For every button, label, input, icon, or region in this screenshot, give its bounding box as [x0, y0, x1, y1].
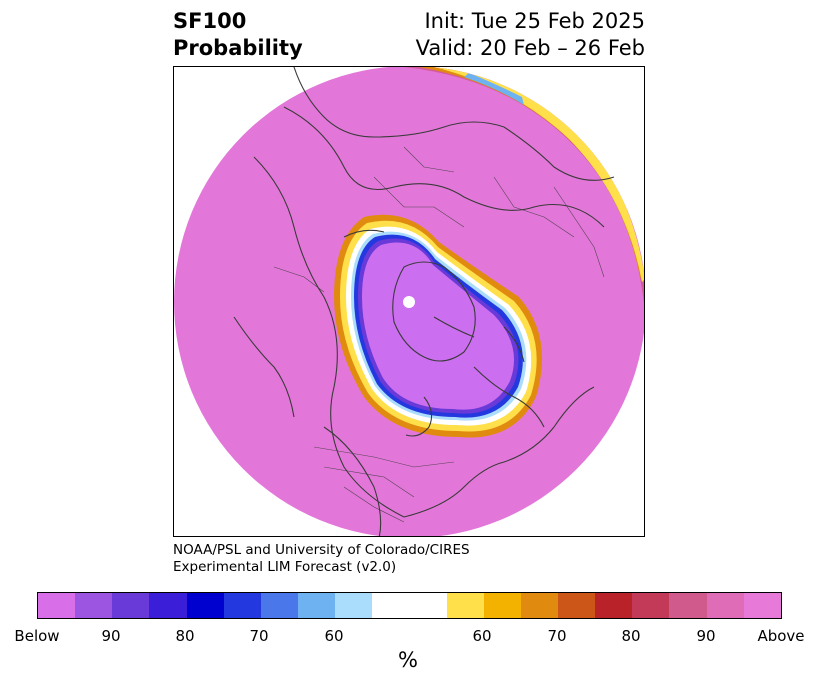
colorbar-tick-label: 70 — [547, 627, 567, 645]
colorbar-segment — [557, 593, 596, 618]
coastlines — [233, 67, 615, 536]
colorbar-tick-label: 90 — [696, 627, 716, 645]
colorbar-segment — [223, 593, 261, 618]
colorbar-tick-label: 70 — [249, 627, 269, 645]
valid-period: Valid: 20 Feb – 26 Feb — [415, 36, 645, 60]
colorbar-tick-label: 90 — [101, 627, 121, 645]
colorbar-segment — [186, 593, 224, 618]
colorbar-segment — [75, 593, 113, 618]
map-panel — [173, 66, 645, 537]
colorbar-labels: Below 90 80 70 60 60 70 80 90 Above — [0, 627, 819, 647]
colorbar-segment — [112, 593, 150, 618]
edge-band-blue — [464, 73, 524, 105]
colorbar-segment — [706, 593, 744, 618]
credit-line-1: NOAA/PSL and University of Colorado/CIRE… — [173, 542, 470, 558]
colorbar-tick-label: 60 — [472, 627, 492, 645]
colorbar-segment — [335, 593, 373, 618]
colorbar-segment — [595, 593, 633, 618]
colorbar-segment — [483, 593, 521, 618]
colorbar-segment — [520, 593, 558, 618]
colorbar-segment — [297, 593, 336, 618]
colorbar-unit: % — [398, 648, 418, 672]
pole-hole — [403, 296, 415, 308]
credit-line-2: Experimental LIM Forecast (v2.0) — [173, 559, 397, 575]
colorbar-tick-label: 80 — [175, 627, 195, 645]
credit: NOAA/PSL and University of Colorado/CIRE… — [173, 542, 470, 576]
variable-name: SF100 — [173, 9, 247, 33]
below-area — [362, 242, 515, 410]
colorbar-segment — [446, 593, 484, 618]
title-right: Init: Tue 25 Feb 2025 Valid: 20 Feb – 26… — [416, 8, 645, 62]
colorbar-segment — [149, 593, 187, 618]
colorbar-segment — [632, 593, 670, 618]
colorbar-tick-label: Below — [14, 627, 60, 645]
colorbar-segment — [743, 593, 781, 618]
init-time: Init: Tue 25 Feb 2025 — [424, 9, 645, 33]
colorbar-tick-label: Above — [757, 627, 805, 645]
forecast-field — [174, 67, 644, 536]
title-left: SF100 Probability — [173, 8, 303, 62]
colorbar-tick-label: 60 — [324, 627, 344, 645]
colorbar-segment — [260, 593, 298, 618]
map-svg — [174, 67, 644, 536]
edge-band-yellow — [434, 67, 644, 282]
colorbar-tick-label: 80 — [621, 627, 641, 645]
borders — [273, 146, 605, 523]
product-name: Probability — [173, 36, 303, 60]
colorbar — [37, 592, 782, 619]
colorbar-segment — [38, 593, 76, 618]
colorbar-segment — [669, 593, 707, 618]
colorbar-segment — [372, 593, 447, 618]
